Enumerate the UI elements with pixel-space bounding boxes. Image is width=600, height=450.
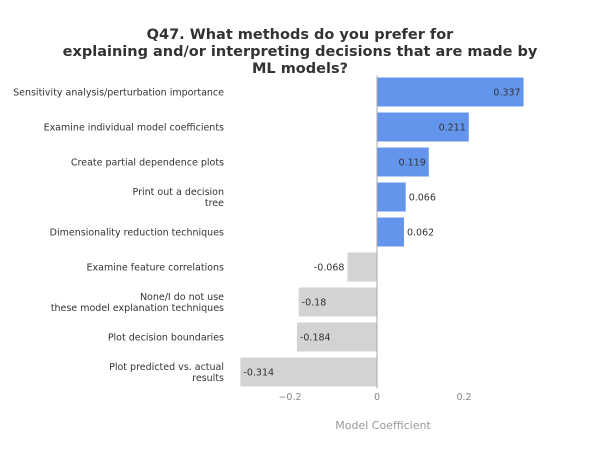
category-label-3: Create partial dependence plots (71, 158, 224, 169)
category-label-9-line-2: results (192, 373, 224, 384)
category-labels: Sensitivity analysis/perturbation import… (13, 88, 224, 385)
category-label-5: Dimensionality reduction techniques (50, 228, 224, 239)
category-label-6: Examine feature correlations (87, 263, 225, 274)
value-label-7: -0.18 (302, 298, 327, 309)
category-label-4-line-2: tree (205, 198, 224, 209)
chart-title-line-1: Q47. What methods do you prefer for (147, 27, 455, 43)
bar-3 (377, 147, 429, 177)
bar-2 (377, 112, 469, 142)
bar-6 (347, 252, 377, 282)
category-label-1: Sensitivity analysis/perturbation import… (13, 88, 224, 99)
value-label-5: 0.062 (407, 228, 434, 239)
chart-title: Q47. What methods do you prefer for expl… (63, 27, 538, 77)
bar-4 (377, 182, 406, 212)
value-label-3: 0.119 (399, 158, 426, 169)
value-label-1: 0.337 (493, 88, 520, 99)
category-label-4-line-1: Print out a decision (133, 187, 224, 198)
value-label-2: 0.211 (439, 123, 466, 134)
chart-title-line-3: ML models? (252, 61, 348, 77)
value-label-6: -0.068 (314, 263, 345, 274)
x-tick-label-2: 0 (374, 392, 380, 403)
category-label-7-line-2: these model explanation techniques (51, 303, 224, 314)
value-label-4: 0.066 (409, 193, 436, 204)
x-tick-label-1: −0.2 (278, 392, 301, 403)
value-label-8: -0.184 (300, 333, 331, 344)
bar-7 (298, 287, 377, 317)
category-label-2: Examine individual model coefficients (44, 123, 224, 134)
x-tick-label-3: 0.2 (456, 392, 471, 403)
value-labels: 0.337 0.211 0.119 0.066 0.062 -0.068 -0.18 -0.1… (243, 88, 520, 379)
bar-1 (377, 77, 524, 107)
category-label-9-line-1: Plot predicted vs. actual (109, 362, 224, 373)
x-axis-title: Model Coefficient (335, 419, 431, 432)
bars-layer (240, 75, 524, 389)
chart-title-line-2: explaining and/or interpreting decisions… (63, 44, 538, 60)
category-label-8: Plot decision boundaries (108, 333, 224, 344)
bar-9 (240, 357, 377, 387)
x-axis-ticks: −0.2 0 0.2 (278, 392, 471, 403)
category-label-7-line-1: None/I do not use (140, 292, 224, 303)
bar-5 (377, 217, 404, 247)
bar-8 (296, 322, 377, 352)
value-label-9: -0.314 (243, 368, 274, 379)
